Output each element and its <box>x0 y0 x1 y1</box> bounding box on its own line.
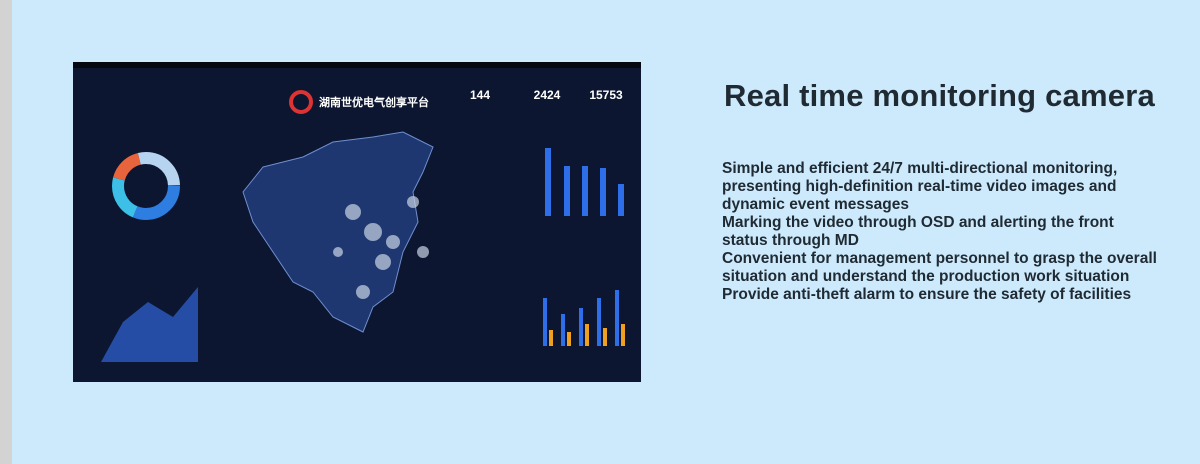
paragraph: Provide anti-theft alarm to ensure the s… <box>722 286 1132 303</box>
screen-top-bar <box>73 62 641 68</box>
stat: 15753 <box>589 88 623 102</box>
area-chart <box>101 287 198 362</box>
bar-chart-decor <box>543 148 624 346</box>
paragraph: Convenient for management personnel to g… <box>722 250 1157 285</box>
stat: 2424 <box>534 88 561 102</box>
dashboard-screenshot: 湖南世优电气创享平台 144 2424 15753 <box>73 62 641 382</box>
stat: 144 <box>470 88 490 102</box>
donut <box>112 152 180 220</box>
platform-name: 湖南世优电气创享平台 <box>319 95 429 109</box>
map-dots <box>333 196 429 299</box>
bar-chart-decor-2 <box>549 324 625 346</box>
logo <box>289 90 313 114</box>
heading: Real time monitoring camera <box>724 78 1155 113</box>
paragraph: Simple and efficient 24/7 multi-directio… <box>722 160 1118 213</box>
map <box>242 131 434 333</box>
description: Simple and efficient 24/7 multi-directio… <box>722 160 1162 304</box>
side-strip <box>0 0 12 464</box>
paragraph: Marking the video through OSD and alerti… <box>722 214 1114 249</box>
